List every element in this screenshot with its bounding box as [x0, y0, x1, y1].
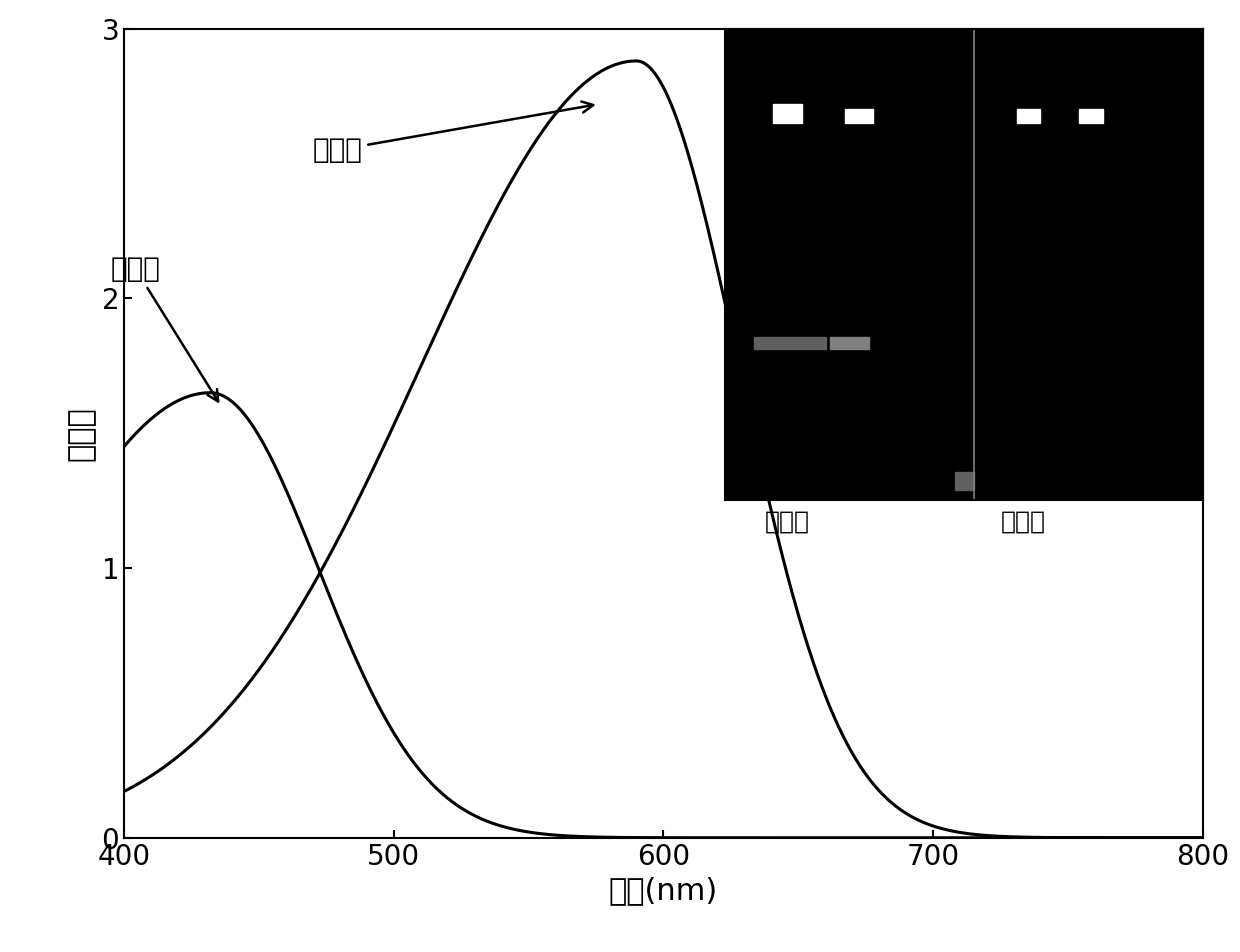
Bar — [831, 337, 868, 349]
Bar — [754, 337, 826, 349]
Text: 反应前: 反应前 — [312, 102, 593, 164]
Y-axis label: 吸收值: 吸收值 — [67, 406, 95, 461]
X-axis label: 波长(nm): 波长(nm) — [609, 876, 718, 905]
Bar — [774, 104, 802, 123]
Text: 反应后: 反应后 — [110, 255, 218, 402]
Bar — [1017, 109, 1040, 123]
Text: 反应后: 反应后 — [765, 509, 810, 533]
Bar — [1079, 109, 1102, 123]
Bar — [955, 471, 973, 490]
Text: 反应前: 反应前 — [1001, 509, 1045, 533]
Bar — [844, 109, 873, 123]
